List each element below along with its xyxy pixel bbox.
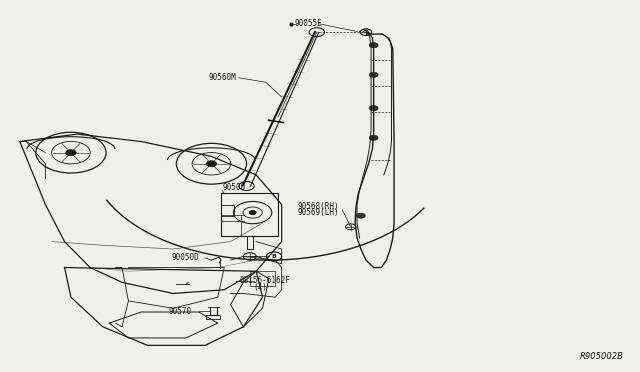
Text: 90569(LH): 90569(LH) — [297, 208, 339, 217]
Text: 90568(RH): 90568(RH) — [297, 202, 339, 211]
Circle shape — [369, 42, 378, 48]
Text: 90560M: 90560M — [208, 73, 236, 82]
Circle shape — [66, 150, 76, 156]
Circle shape — [369, 72, 378, 77]
Text: 08156-6162F: 08156-6162F — [239, 276, 291, 285]
Text: 90500: 90500 — [222, 183, 245, 192]
Circle shape — [206, 161, 217, 167]
Text: 90570: 90570 — [168, 307, 191, 316]
Circle shape — [250, 211, 256, 214]
Circle shape — [369, 106, 378, 111]
Circle shape — [356, 213, 365, 218]
Text: B: B — [271, 254, 276, 259]
Text: (4): (4) — [253, 283, 267, 292]
Text: R905002B: R905002B — [579, 352, 623, 361]
Text: 90055E: 90055E — [294, 19, 322, 28]
Text: 90050D: 90050D — [172, 253, 200, 262]
Circle shape — [369, 135, 378, 140]
